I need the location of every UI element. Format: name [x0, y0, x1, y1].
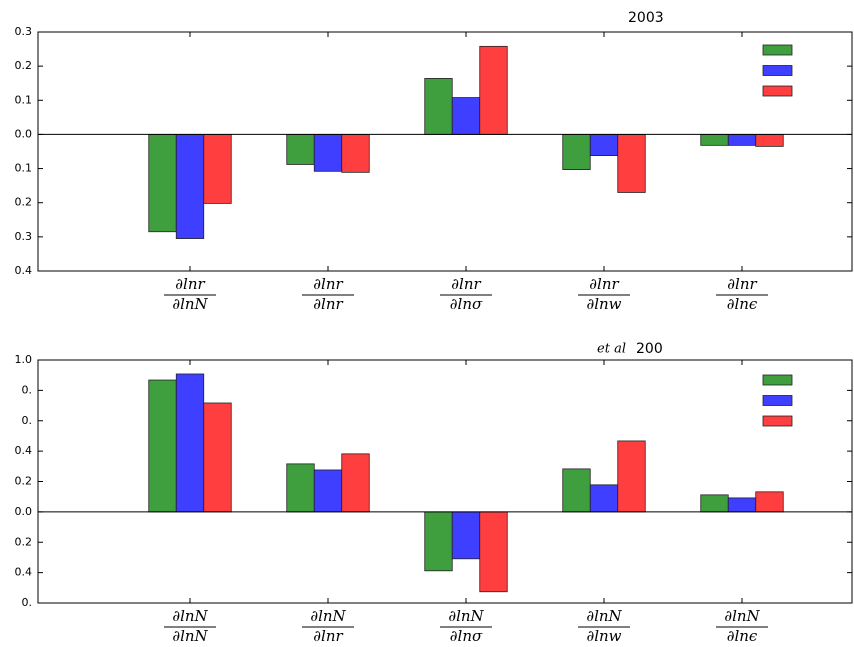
bar [148, 379, 177, 513]
y-tick-label: 0. [22, 414, 33, 427]
y-tick-label: 0.0 [15, 127, 33, 140]
bar [727, 497, 757, 513]
bar [700, 134, 729, 146]
bar [424, 78, 453, 135]
bar [617, 134, 646, 193]
x-tick-den: ∂lnσ [450, 295, 483, 313]
bar [286, 463, 315, 513]
x-tick-den: ∂lnr [313, 295, 343, 313]
y-tick-label: 0.3 [15, 230, 33, 243]
bar [589, 134, 619, 156]
bar [203, 402, 232, 513]
chart-title: 2003 [628, 10, 664, 26]
x-tick-den: ∂lnϵ [727, 627, 758, 645]
y-tick-label: 0. [22, 596, 33, 609]
x-tick-den: ∂lnw [586, 295, 621, 313]
legend-swatch [762, 65, 793, 76]
chart-title-prefix: et al [597, 342, 626, 357]
bar [617, 440, 646, 513]
y-tick-label: 0.3 [15, 25, 33, 38]
bar [451, 511, 481, 560]
x-tick-den: ∂lnN [172, 627, 208, 645]
legend-swatch [762, 395, 793, 406]
y-tick-label: 0. [22, 383, 33, 396]
bar [203, 134, 232, 204]
plot-frame [37, 31, 853, 272]
y-tick-label: 0.2 [15, 196, 33, 209]
bar [175, 134, 205, 239]
x-tick-den: ∂lnσ [450, 627, 483, 645]
x-tick-num: ∂lnr [589, 275, 619, 293]
bar [562, 468, 591, 513]
bar [175, 373, 205, 513]
bar [755, 491, 784, 513]
bar [562, 134, 591, 170]
bar [589, 484, 619, 513]
bar [479, 511, 508, 593]
bar [313, 134, 343, 172]
x-tick-num: ∂lnr [175, 275, 205, 293]
x-tick-den: ∂lnr [313, 627, 343, 645]
x-tick-num: ∂lnN [172, 607, 208, 625]
bar [341, 453, 370, 513]
x-tick-num: ∂lnr [313, 275, 343, 293]
y-tick-label: 0.2 [15, 535, 33, 548]
bar [755, 134, 784, 147]
x-tick-num: ∂lnr [451, 275, 481, 293]
y-tick-label: 0.1 [15, 93, 33, 106]
x-tick-num: ∂lnr [727, 275, 757, 293]
x-tick-num: ∂lnN [448, 607, 484, 625]
plot-frame [37, 359, 853, 604]
x-tick-num: ∂lnN [724, 607, 760, 625]
x-tick-den: ∂lnw [586, 627, 621, 645]
legend-swatch [762, 415, 793, 427]
chart-title: 200 [636, 341, 663, 357]
y-tick-label: 0.1 [15, 162, 33, 175]
bar [451, 97, 481, 135]
x-tick-den: ∂lnϵ [727, 295, 758, 313]
bar [727, 134, 757, 146]
bar [286, 134, 315, 165]
y-tick-label: 0.0 [15, 505, 33, 518]
y-tick-label: 0.2 [15, 475, 33, 488]
legend-swatch [762, 85, 793, 97]
bar [341, 134, 370, 173]
x-tick-num: ∂lnN [310, 607, 346, 625]
bar [148, 134, 177, 233]
legend-swatch [762, 374, 793, 386]
bar [424, 511, 453, 572]
y-tick-label: 0.2 [15, 59, 33, 72]
y-tick-label: 0.4 [15, 444, 33, 457]
bar [313, 469, 343, 513]
y-tick-label: 1.0 [15, 353, 33, 366]
y-tick-label: 0.4 [15, 566, 33, 579]
bar [700, 494, 729, 513]
bar [479, 45, 508, 135]
y-tick-label: 0.4 [15, 264, 33, 277]
x-tick-den: ∂lnN [172, 295, 208, 313]
legend-swatch [762, 44, 793, 56]
x-tick-num: ∂lnN [586, 607, 622, 625]
